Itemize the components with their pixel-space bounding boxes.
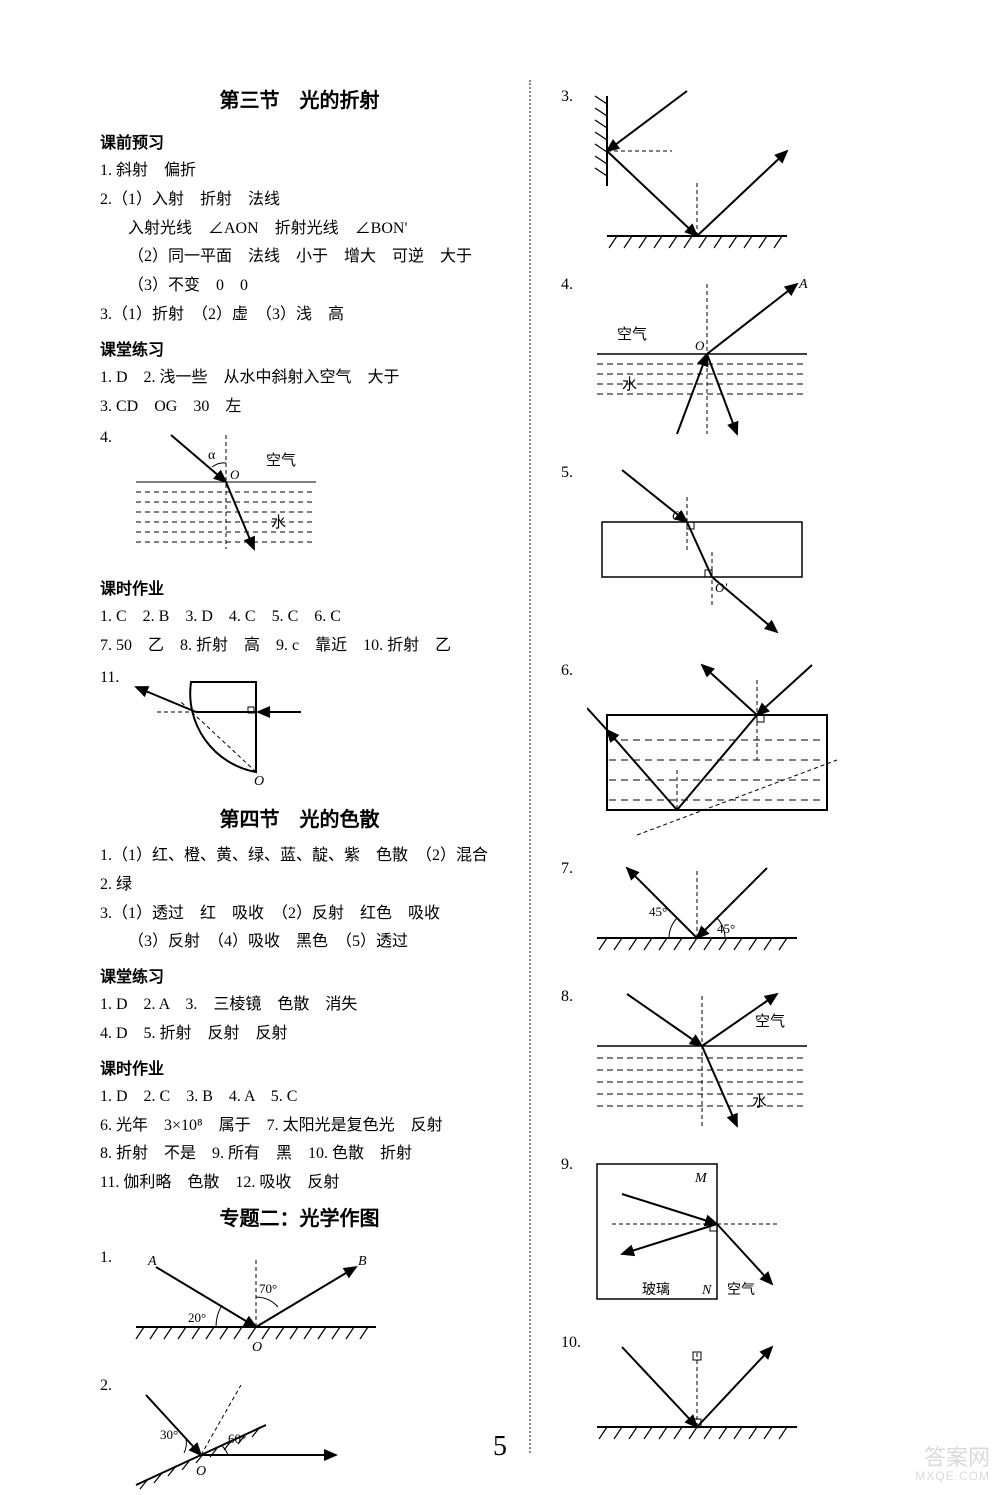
- r-fig10-row: 10.: [561, 1332, 960, 1452]
- topic2-title: 专题二：光学作图: [100, 1202, 499, 1231]
- r-fig7-row: 7. 45° 45°: [561, 858, 960, 968]
- diagram-r7: 45° 45°: [587, 858, 807, 968]
- section4-sub2: 课堂练习: [100, 963, 499, 987]
- svg-text:20°: 20°: [188, 1310, 206, 1325]
- r-n4: 4.: [561, 274, 587, 296]
- s4-l3b: （3）反射 （4）吸收 黑色 （5）透过: [100, 928, 499, 957]
- svg-text:O': O': [715, 580, 727, 595]
- watermark-line2: MXQE.COM: [915, 1470, 990, 1483]
- diagram-r6: [587, 660, 847, 840]
- svg-text:空气: 空气: [266, 452, 296, 469]
- s4-l2: 2. 绿: [100, 871, 499, 900]
- diagram-s3-hw-11: O: [126, 667, 306, 787]
- s3-h2: 7. 50 乙 8. 折射 高 9. c 靠近 10. 折射 乙: [100, 632, 499, 661]
- svg-text:30°: 30°: [160, 1427, 178, 1442]
- r-n3: 3.: [561, 86, 587, 108]
- r-fig9-row: 9. M N 玻璃 空气: [561, 1154, 960, 1314]
- section3-title: 第三节 光的折射: [100, 84, 499, 113]
- svg-text:水: 水: [622, 376, 637, 393]
- svg-text:M: M: [694, 1171, 708, 1186]
- watermark-line1: 答案网: [915, 1446, 990, 1470]
- s4-h4: 11. 伽利略 色散 12. 吸收 反射: [100, 1169, 499, 1198]
- r-n10: 10.: [561, 1332, 587, 1354]
- svg-text:水: 水: [271, 514, 286, 531]
- svg-text:O: O: [252, 1340, 262, 1355]
- s3-hw-fig11-row: 11. O: [100, 667, 499, 787]
- s3-p3-num: 4.: [100, 427, 126, 449]
- angle-alpha: α: [208, 448, 216, 463]
- diagram-r4: 空气 水 A O: [587, 274, 817, 444]
- page: 第三节 光的折射 课前预习 1. 斜射 偏折 2.（1）入射 折射 法线 入射光…: [0, 0, 1000, 1493]
- diagram-r9: M N 玻璃 空气: [587, 1154, 787, 1314]
- section4-title: 第四节 光的色散: [100, 803, 499, 832]
- diagram-r8: 空气 水: [587, 986, 817, 1136]
- svg-text:水: 水: [752, 1093, 767, 1110]
- svg-text:A: A: [147, 1254, 157, 1269]
- s4-h2: 6. 光年 3×10⁸ 属于 7. 太阳光是复色光 反射: [100, 1112, 499, 1141]
- column-divider: [529, 80, 531, 1453]
- s3-h3-num: 11.: [100, 667, 126, 689]
- r-fig8-row: 8. 空气 水: [561, 986, 960, 1136]
- diagram-topic2-2: 30° 60° O: [126, 1375, 346, 1495]
- diagram-r5: O O': [587, 462, 817, 642]
- section4-sub3: 课时作业: [100, 1055, 499, 1079]
- r-n7: 7.: [561, 858, 587, 880]
- s3-l1: 1. 斜射 偏折: [100, 157, 499, 186]
- svg-text:B: B: [358, 1254, 367, 1269]
- section3-sub3: 课时作业: [100, 575, 499, 599]
- r-n8: 8.: [561, 986, 587, 1008]
- s3-p2: 3. CD OG 30 左: [100, 393, 499, 422]
- t2-n1: 1.: [100, 1247, 126, 1269]
- watermark: 答案网 MXQE.COM: [915, 1446, 990, 1483]
- svg-text:O: O: [695, 338, 705, 353]
- svg-text:45°: 45°: [649, 904, 667, 919]
- svg-text:O: O: [230, 467, 240, 482]
- svg-text:A: A: [798, 277, 808, 292]
- topic2-fig1-row: 1.: [100, 1247, 499, 1357]
- s4-p1: 1. D 2. A 3. 三棱镜 色散 消失: [100, 991, 499, 1020]
- svg-text:O: O: [196, 1464, 206, 1479]
- s3-l2c: （2）同一平面 法线 小于 增大 可逆 大于: [100, 243, 499, 272]
- s4-l1: 1.（1）红、橙、黄、绿、蓝、靛、紫 色散 （2）混合: [100, 842, 499, 871]
- svg-text:60°: 60°: [228, 1431, 246, 1446]
- r-fig4-row: 4. 空气 水 A O: [561, 274, 960, 444]
- svg-text:空气: 空气: [617, 326, 647, 343]
- right-column: 3.: [541, 80, 960, 1453]
- diagram-s3-practice-4: α O 空气 水: [126, 427, 326, 557]
- r-fig3-row: 3.: [561, 86, 960, 256]
- svg-text:45°: 45°: [717, 921, 735, 936]
- s3-l2a: 2.（1）入射 折射 法线: [100, 186, 499, 215]
- s3-l2b: 入射光线 ∠AON 折射光线 ∠BON': [100, 215, 499, 244]
- section3-sub1: 课前预习: [100, 129, 499, 153]
- svg-text:空气: 空气: [755, 1013, 785, 1030]
- diagram-r10: [587, 1332, 807, 1452]
- s3-practice-fig4-row: 4.: [100, 427, 499, 557]
- diagram-r3: [587, 86, 797, 256]
- r-n9: 9.: [561, 1154, 587, 1176]
- svg-text:玻璃: 玻璃: [642, 1281, 670, 1298]
- s4-h3: 8. 折射 不是 9. 所有 黑 10. 色散 折射: [100, 1140, 499, 1169]
- svg-text:O: O: [254, 774, 264, 787]
- s3-l3: 3.（1）折射 （2）虚 （3）浅 高: [100, 301, 499, 330]
- t2-n2: 2.: [100, 1375, 126, 1397]
- r-fig6-row: 6.: [561, 660, 960, 840]
- left-column: 第三节 光的折射 课前预习 1. 斜射 偏折 2.（1）入射 折射 法线 入射光…: [100, 80, 519, 1453]
- svg-text:O: O: [672, 508, 682, 523]
- svg-text:N: N: [701, 1283, 712, 1298]
- diagram-topic2-1: 20° 70° A B O: [126, 1247, 386, 1357]
- s3-h1: 1. C 2. B 3. D 4. C 5. C 6. C: [100, 603, 499, 632]
- s4-l3a: 3.（1）透过 红 吸收 （2）反射 红色 吸收: [100, 900, 499, 929]
- topic2-fig2-row: 2. 30°: [100, 1375, 499, 1495]
- s4-h1: 1. D 2. C 3. B 4. A 5. C: [100, 1083, 499, 1112]
- s4-p2: 4. D 5. 折射 反射 反射: [100, 1020, 499, 1049]
- r-n6: 6.: [561, 660, 587, 682]
- s3-l2d: （3）不变 0 0: [100, 272, 499, 301]
- s3-p1: 1. D 2. 浅一些 从水中斜射入空气 大于: [100, 364, 499, 393]
- r-fig5-row: 5. O O': [561, 462, 960, 642]
- r-n5: 5.: [561, 462, 587, 484]
- svg-text:70°: 70°: [259, 1281, 277, 1296]
- svg-text:空气: 空气: [727, 1282, 755, 1298]
- page-number: 5: [493, 1431, 507, 1463]
- section3-sub2: 课堂练习: [100, 336, 499, 360]
